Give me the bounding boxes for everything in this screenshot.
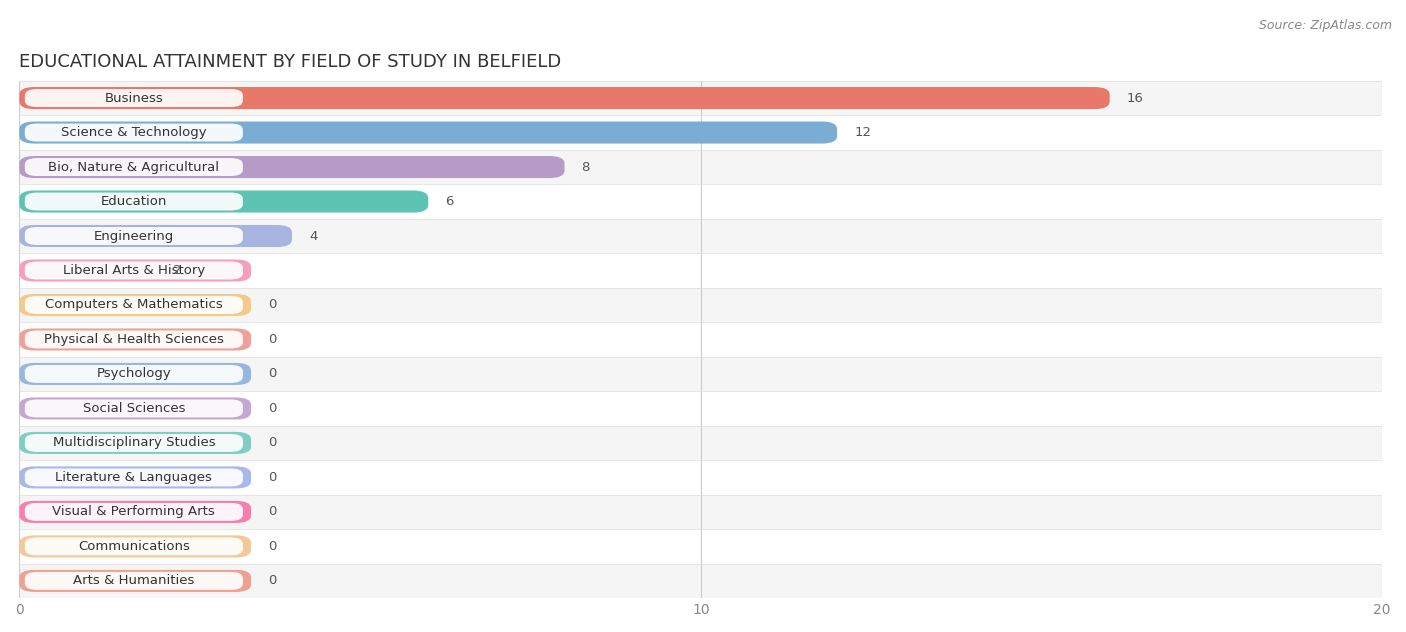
Bar xyxy=(20,150,1382,185)
FancyBboxPatch shape xyxy=(25,365,243,383)
FancyBboxPatch shape xyxy=(25,262,243,279)
Text: 0: 0 xyxy=(269,437,277,449)
Text: 0: 0 xyxy=(269,574,277,587)
Text: Arts & Humanities: Arts & Humanities xyxy=(73,574,194,587)
FancyBboxPatch shape xyxy=(20,225,292,247)
Text: Source: ZipAtlas.com: Source: ZipAtlas.com xyxy=(1258,19,1392,32)
FancyBboxPatch shape xyxy=(20,570,252,592)
Text: 0: 0 xyxy=(269,540,277,553)
FancyBboxPatch shape xyxy=(25,537,243,556)
Bar xyxy=(20,391,1382,426)
Text: 4: 4 xyxy=(309,229,318,243)
FancyBboxPatch shape xyxy=(25,503,243,521)
FancyBboxPatch shape xyxy=(25,89,243,107)
Bar xyxy=(20,115,1382,150)
Text: 8: 8 xyxy=(582,161,591,174)
Bar xyxy=(20,529,1382,564)
FancyBboxPatch shape xyxy=(20,190,429,212)
Text: 0: 0 xyxy=(269,298,277,312)
Text: EDUCATIONAL ATTAINMENT BY FIELD OF STUDY IN BELFIELD: EDUCATIONAL ATTAINMENT BY FIELD OF STUDY… xyxy=(20,53,561,71)
FancyBboxPatch shape xyxy=(25,434,243,452)
Text: 2: 2 xyxy=(173,264,181,277)
Bar xyxy=(20,288,1382,322)
Text: Education: Education xyxy=(101,195,167,208)
FancyBboxPatch shape xyxy=(20,329,252,351)
Text: Physical & Health Sciences: Physical & Health Sciences xyxy=(44,333,224,346)
FancyBboxPatch shape xyxy=(20,363,252,385)
Text: Psychology: Psychology xyxy=(97,367,172,380)
FancyBboxPatch shape xyxy=(25,331,243,348)
Bar xyxy=(20,185,1382,219)
FancyBboxPatch shape xyxy=(20,87,1109,109)
Text: Communications: Communications xyxy=(77,540,190,553)
Text: Liberal Arts & History: Liberal Arts & History xyxy=(63,264,205,277)
FancyBboxPatch shape xyxy=(20,432,252,454)
Text: 0: 0 xyxy=(269,333,277,346)
FancyBboxPatch shape xyxy=(20,535,252,557)
Text: Engineering: Engineering xyxy=(94,229,174,243)
Text: 0: 0 xyxy=(269,367,277,380)
Text: Computers & Mathematics: Computers & Mathematics xyxy=(45,298,222,312)
Bar xyxy=(20,495,1382,529)
FancyBboxPatch shape xyxy=(25,158,243,176)
Text: 12: 12 xyxy=(853,126,872,139)
Bar xyxy=(20,253,1382,288)
FancyBboxPatch shape xyxy=(20,294,252,316)
FancyBboxPatch shape xyxy=(20,466,252,489)
FancyBboxPatch shape xyxy=(20,156,565,178)
Text: Literature & Languages: Literature & Languages xyxy=(55,471,212,484)
FancyBboxPatch shape xyxy=(20,121,837,143)
Text: 0: 0 xyxy=(269,402,277,415)
Text: 0: 0 xyxy=(269,471,277,484)
FancyBboxPatch shape xyxy=(25,193,243,210)
FancyBboxPatch shape xyxy=(20,398,252,420)
FancyBboxPatch shape xyxy=(25,124,243,142)
Text: Social Sciences: Social Sciences xyxy=(83,402,186,415)
Bar xyxy=(20,564,1382,598)
Bar xyxy=(20,460,1382,495)
Text: Science & Technology: Science & Technology xyxy=(60,126,207,139)
Bar xyxy=(20,426,1382,460)
Bar xyxy=(20,219,1382,253)
Text: 16: 16 xyxy=(1126,92,1143,104)
Bar xyxy=(20,322,1382,356)
FancyBboxPatch shape xyxy=(25,468,243,487)
FancyBboxPatch shape xyxy=(25,227,243,245)
FancyBboxPatch shape xyxy=(25,399,243,417)
Text: Business: Business xyxy=(104,92,163,104)
FancyBboxPatch shape xyxy=(20,260,252,281)
Text: Visual & Performing Arts: Visual & Performing Arts xyxy=(52,506,215,518)
FancyBboxPatch shape xyxy=(25,572,243,590)
Text: 6: 6 xyxy=(446,195,454,208)
FancyBboxPatch shape xyxy=(25,296,243,314)
Bar xyxy=(20,81,1382,115)
FancyBboxPatch shape xyxy=(20,501,252,523)
Text: 0: 0 xyxy=(269,506,277,518)
Bar xyxy=(20,356,1382,391)
Text: Multidisciplinary Studies: Multidisciplinary Studies xyxy=(52,437,215,449)
Text: Bio, Nature & Agricultural: Bio, Nature & Agricultural xyxy=(48,161,219,174)
